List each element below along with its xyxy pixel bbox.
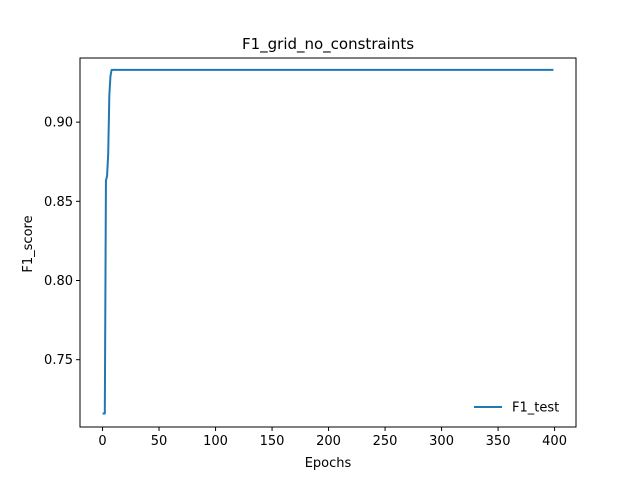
y-tick-label: 0.85 [44,195,73,210]
x-tick-label: 400 [542,434,567,449]
x-tick-label: 300 [429,434,454,449]
x-tick-label: 250 [373,434,398,449]
x-tick-label: 200 [316,434,341,449]
y-tick-label: 0.80 [44,274,73,289]
x-tick-label: 50 [151,434,168,449]
axes-frame [79,57,577,428]
x-axis-label: Epochs [305,456,352,471]
x-tick-label: 0 [98,434,106,449]
legend: F1_test [474,401,559,416]
legend-label: F1_test [512,401,559,416]
plot-area: 0 50 100 150 200 250 300 350 400 0.75 0.80 0.85 0.90 [44,57,577,449]
y-tick-label: 0.75 [44,353,73,368]
y-axis-label: F1_score [21,215,36,272]
y-tick-label: 0.90 [44,116,73,131]
x-tick-label: 150 [260,434,285,449]
x-tick-label: 100 [203,434,228,449]
series-line-1 [102,68,554,415]
x-tick-label: 350 [486,434,511,449]
chart-title: F1_grid_no_constraints [242,35,414,54]
